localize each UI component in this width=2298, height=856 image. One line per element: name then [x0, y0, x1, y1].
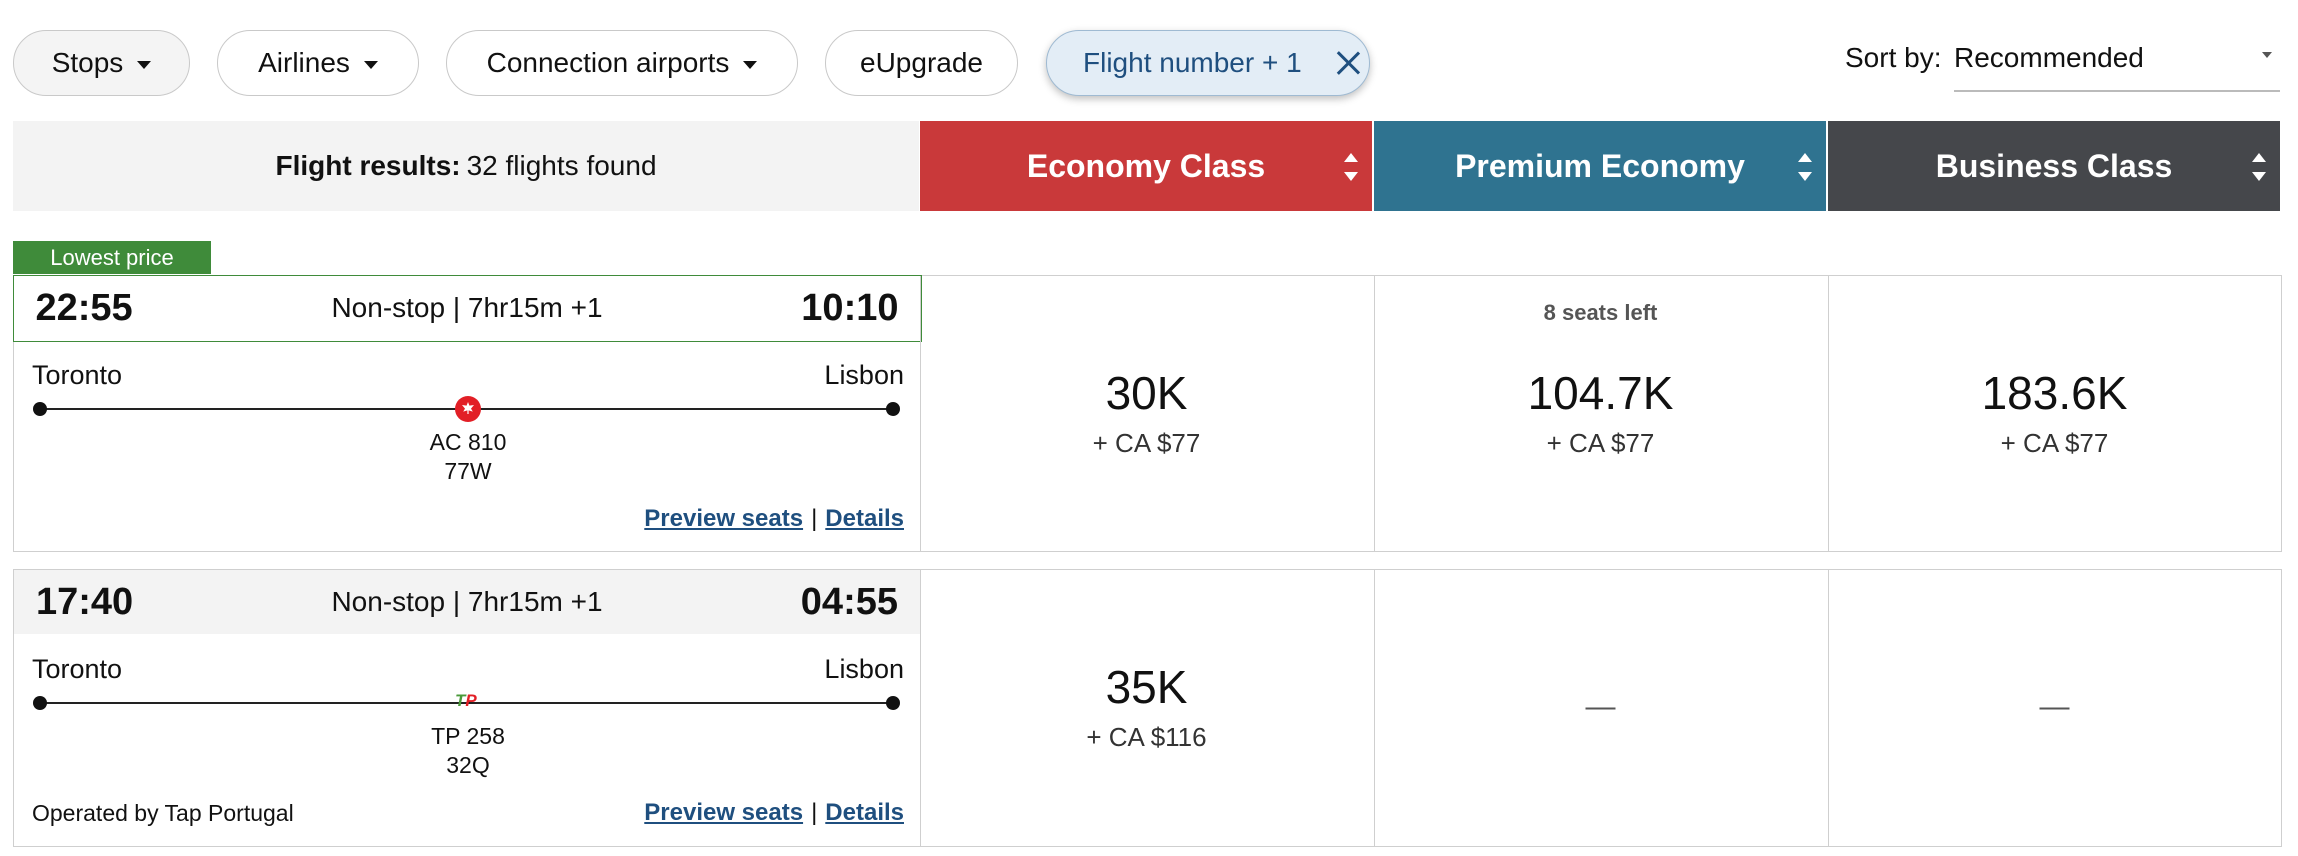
- flight-number: TP 258: [431, 723, 505, 749]
- tap-portugal-icon: TP: [455, 691, 477, 710]
- sort-select[interactable]: Recommended: [1954, 34, 2280, 92]
- lowest-price-badge: Lowest price: [13, 241, 211, 274]
- price-cash: + CA $77: [1546, 428, 1655, 458]
- link-separator: |: [811, 505, 818, 532]
- stops-filter-label: Stops: [51, 47, 124, 78]
- destination-city: Lisbon: [824, 654, 904, 684]
- connection-airports-filter-label: Connection airports: [486, 47, 730, 78]
- sort-arrows-icon: [1344, 153, 1358, 181]
- business-class-price-cell: —: [1828, 570, 2280, 846]
- flight-results-label: Flight results:: [275, 150, 461, 181]
- arrival-time: 04:55: [800, 580, 898, 623]
- connection-airports-filter-button[interactable]: Connection airports: [446, 30, 798, 96]
- economy-class-header[interactable]: Economy Class: [920, 121, 1372, 211]
- departure-time: 22:55: [35, 286, 133, 329]
- flight-number: AC 810: [429, 429, 507, 455]
- flight-links: Preview seats | Details: [644, 505, 904, 533]
- eupgrade-filter-label: eUpgrade: [860, 47, 983, 78]
- seats-left: 8 seats left: [1543, 300, 1658, 325]
- sort-arrows-icon: [2252, 153, 2266, 181]
- economy-price-cell[interactable]: 35K + CA $116: [920, 570, 1372, 846]
- flight-results-header: Flight results: 32 flights found: [13, 121, 919, 211]
- price-cash: + CA $77: [2000, 428, 2109, 458]
- price-points: 104.7K: [1527, 367, 1674, 419]
- destination-dot: [886, 696, 900, 710]
- origin-dot: [33, 696, 47, 710]
- details-link[interactable]: Details: [825, 505, 904, 532]
- preview-seats-link[interactable]: Preview seats: [644, 799, 804, 826]
- route-line: [38, 702, 892, 704]
- price-cash: + CA $77: [1092, 428, 1201, 458]
- business-class-price-cell[interactable]: 183.6K + CA $77: [1828, 276, 2280, 551]
- sort-label: Sort by:: [1845, 42, 1942, 73]
- flight-summary: 22:55 Non-stop | 7hr15m +1 10:10 Toronto…: [12, 274, 922, 551]
- origin-city: Toronto: [32, 654, 123, 684]
- chevron-down-icon: [137, 60, 152, 69]
- air-canada-icon: [455, 396, 481, 422]
- link-separator: |: [811, 799, 818, 826]
- economy-price-cell[interactable]: 30K + CA $77: [920, 276, 1372, 551]
- close-icon[interactable]: [1336, 51, 1360, 75]
- flight-links: Preview seats | Details: [644, 799, 904, 827]
- operated-by: Operated by Tap Portugal: [32, 800, 294, 826]
- flight-duration: Non-stop | 7hr15m +1: [331, 586, 603, 617]
- departure-time: 17:40: [36, 580, 134, 623]
- cabin-label: Business Class: [1935, 147, 2173, 184]
- aircraft-type: 77W: [444, 458, 492, 484]
- destination-dot: [886, 402, 900, 416]
- preview-seats-link[interactable]: Preview seats: [644, 505, 804, 532]
- flight-row: 22:55 Non-stop | 7hr15m +1 10:10 Toronto…: [12, 274, 2282, 552]
- chevron-down-icon: [363, 60, 378, 69]
- arrival-time: 10:10: [801, 286, 899, 329]
- flight-times-bar: 17:40 Non-stop | 7hr15m +1 04:55: [14, 570, 920, 634]
- airlines-filter-button[interactable]: Airlines: [217, 30, 419, 96]
- cabin-label: Economy Class: [1026, 147, 1266, 184]
- unavailable-dash: —: [1585, 690, 1616, 723]
- eupgrade-filter-button[interactable]: eUpgrade: [825, 30, 1018, 96]
- price-points: 35K: [1105, 661, 1188, 713]
- flight-duration: Non-stop | 7hr15m +1: [331, 292, 603, 323]
- flight-summary: 17:40 Non-stop | 7hr15m +1 04:55 Toronto…: [14, 570, 920, 846]
- stops-filter-button[interactable]: Stops: [13, 30, 190, 96]
- business-class-header[interactable]: Business Class: [1828, 121, 2280, 211]
- flight-number-filter-label: Flight number + 1: [1083, 47, 1302, 78]
- price-cash: + CA $116: [1086, 722, 1207, 752]
- premium-economy-price-cell[interactable]: 8 seats left 104.7K + CA $77: [1374, 276, 1826, 551]
- details-link[interactable]: Details: [825, 799, 904, 826]
- unavailable-dash: —: [2039, 690, 2070, 723]
- price-points: 30K: [1105, 367, 1188, 419]
- cabin-label: Premium Economy: [1455, 147, 1745, 184]
- sort-value: Recommended: [1954, 42, 2144, 73]
- chevron-down-icon: [743, 60, 758, 69]
- origin-dot: [33, 402, 47, 416]
- flight-times-bar: 22:55 Non-stop | 7hr15m +1 10:10: [12, 274, 922, 342]
- destination-city: Lisbon: [824, 360, 904, 390]
- aircraft-type: 32Q: [446, 752, 490, 778]
- premium-economy-price-cell: —: [1374, 570, 1826, 846]
- airlines-filter-label: Airlines: [258, 47, 350, 78]
- flight-number-filter-chip[interactable]: Flight number + 1: [1046, 30, 1370, 96]
- flight-results-count: 32 flights found: [466, 150, 657, 181]
- flight-row: 17:40 Non-stop | 7hr15m +1 04:55 Toronto…: [13, 569, 2282, 847]
- sort-arrows-icon: [1798, 153, 1812, 181]
- origin-city: Toronto: [32, 360, 123, 390]
- premium-economy-header[interactable]: Premium Economy: [1374, 121, 1826, 211]
- price-points: 183.6K: [1981, 367, 2128, 419]
- chevron-down-icon: [2262, 52, 2272, 58]
